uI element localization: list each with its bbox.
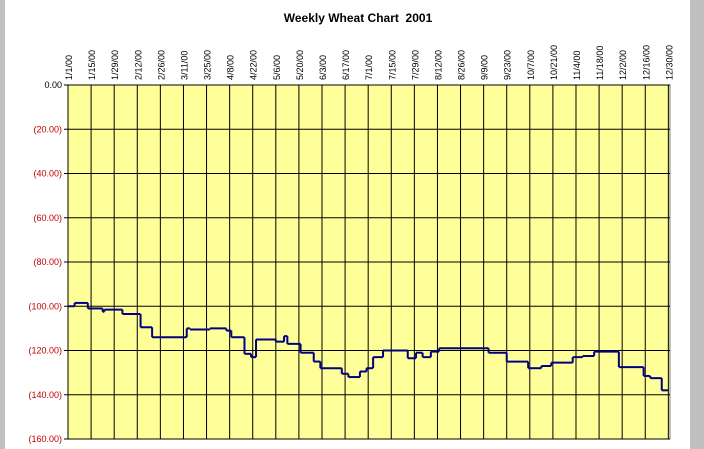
x-tick-label: 11/4/00 — [572, 51, 582, 80]
x-tick-label: 7/29/00 — [410, 50, 420, 80]
x-tick-label: 1/1/00 — [64, 55, 74, 80]
y-tick-label: (160.00) — [28, 434, 62, 444]
y-tick-label: (40.00) — [33, 169, 62, 179]
x-tick-label: 9/23/00 — [503, 50, 513, 80]
x-tick-label: 8/12/00 — [433, 50, 443, 80]
x-tick-label: 10/21/00 — [549, 45, 559, 80]
y-tick-label: (80.00) — [33, 257, 62, 267]
x-tick-label: 12/2/00 — [618, 50, 628, 80]
x-tick-label: 11/18/00 — [595, 46, 605, 80]
x-tick-label: 7/15/00 — [387, 50, 397, 80]
y-tick-label: 0.00 — [44, 80, 62, 90]
x-tick-label: 12/30/00 — [664, 45, 674, 80]
chart-title: Weekly Wheat Chart 2001 — [284, 11, 433, 25]
x-tick-label: 3/25/00 — [203, 50, 213, 80]
x-tick-label: 12/16/00 — [641, 45, 651, 80]
y-tick-label: (140.00) — [28, 390, 62, 400]
x-tick-label: 5/20/00 — [295, 50, 305, 80]
window-edge — [690, 0, 704, 449]
x-tick-label: 8/26/00 — [457, 50, 467, 80]
x-tick-label: 3/11/00 — [179, 51, 189, 80]
x-tick-label: 4/22/00 — [249, 50, 259, 80]
x-tick-label: 6/17/00 — [341, 50, 351, 80]
x-tick-label: 2/12/00 — [133, 50, 143, 80]
x-tick-label: 6/3/00 — [318, 55, 328, 80]
y-tick-label: (120.00) — [28, 346, 62, 356]
x-tick-label: 5/6/00 — [272, 55, 282, 80]
x-tick-label: 10/7/00 — [526, 50, 536, 80]
y-tick-label: (100.00) — [28, 301, 62, 311]
window-edge — [0, 0, 5, 449]
x-tick-label: 7/1/00 — [364, 55, 374, 80]
y-tick-label: (20.00) — [33, 124, 62, 134]
x-tick-label: 1/15/00 — [87, 50, 97, 80]
x-tick-label: 9/9/00 — [480, 55, 490, 80]
x-tick-label: 2/26/00 — [156, 50, 166, 80]
x-tick-label: 4/8/00 — [226, 55, 236, 80]
y-tick-label: (60.00) — [33, 213, 62, 223]
x-tick-label: 1/29/00 — [110, 50, 120, 80]
